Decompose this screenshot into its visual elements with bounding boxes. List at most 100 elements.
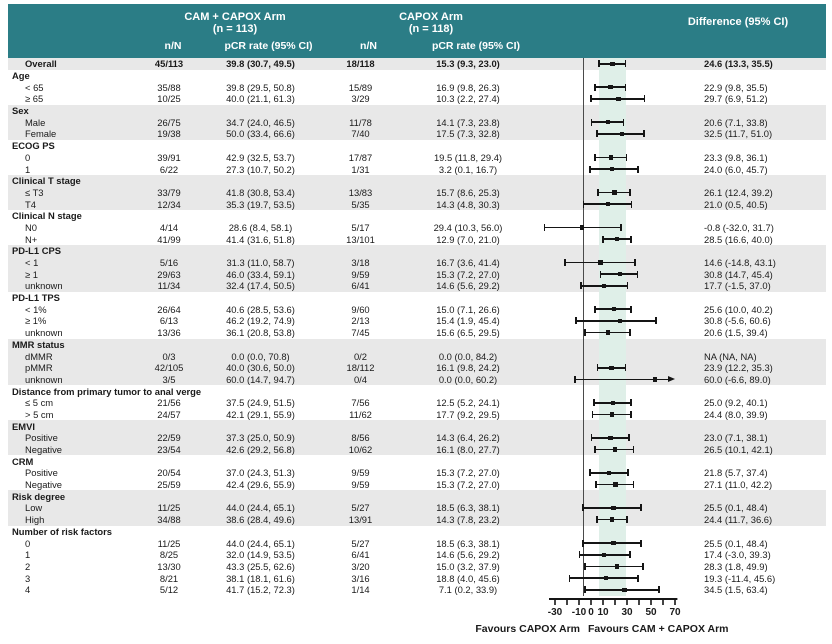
zero-reference-line bbox=[582, 139, 584, 152]
arm2-nN-value: 13/83 bbox=[348, 186, 373, 198]
ci-upper-cap bbox=[643, 130, 645, 138]
arm2-nN-value: 2/13 bbox=[351, 315, 370, 327]
forest-plot-cell bbox=[538, 338, 678, 351]
ci-lower-cap bbox=[578, 551, 581, 559]
forest-plot-cell bbox=[538, 315, 678, 327]
arm2-pcr-value: 12.5 (5.2, 24.1) bbox=[436, 397, 500, 409]
subgroup-row: Positive 20/54 37.0 (24.3, 51.3) 9/59 15.3 (… bbox=[8, 467, 826, 479]
group-header-row: ECOG PS bbox=[8, 139, 826, 152]
zero-reference-line bbox=[582, 513, 584, 526]
ci-upper-cap bbox=[626, 516, 628, 524]
group-label: PD-L1 CPS bbox=[12, 245, 61, 257]
arm2-pcr-value: 18.5 (6.3, 38.1) bbox=[436, 502, 500, 514]
ci-lower-cap bbox=[590, 95, 593, 103]
group-header-row: PD-L1 TPS bbox=[8, 291, 826, 304]
arm2-pcr-value: 15.0 (7.1, 26.6) bbox=[436, 303, 500, 315]
group-header-row: Age bbox=[8, 69, 826, 82]
ci-lower-cap bbox=[594, 305, 596, 313]
overall-ci-band bbox=[598, 174, 626, 187]
group-label: Clinical N stage bbox=[12, 210, 82, 222]
arm1-pcr-value: 34.7 (24.0, 46.5) bbox=[226, 116, 295, 128]
subgroup-row: Negative 23/54 42.6 (29.2, 56.8) 10/62 16.1 … bbox=[8, 443, 826, 456]
arm2-pcr-value: 15.3 (7.2, 27.0) bbox=[436, 467, 500, 479]
point-estimate-marker bbox=[612, 447, 617, 452]
ci-lower-cap bbox=[580, 282, 582, 290]
group-header-row: EMVI bbox=[8, 420, 826, 432]
forest-plot-cell bbox=[538, 490, 678, 503]
subgroup-row: N0 4/14 28.6 (8.4, 58.1) 5/17 29.4 (10.3, 56… bbox=[8, 221, 826, 234]
subgroup-row: Low 11/25 44.0 (24.4, 65.1) 5/27 18.5 (6.3, … bbox=[8, 502, 826, 514]
point-estimate-marker bbox=[606, 201, 611, 207]
zero-reference-line bbox=[582, 151, 584, 164]
subgroup-row: ≤ T3 33/79 41.8 (30.8, 53.4) 13/83 15.7 (8.6… bbox=[8, 186, 826, 199]
x-axis-tick-label: -30 bbox=[547, 607, 563, 618]
group-header-row: Clinical N stage bbox=[8, 209, 826, 222]
ci-upper-cap bbox=[630, 200, 633, 208]
forest-table-body: Overall 45/113 39.8 (30.7, 49.5) 18/118 15.3… bbox=[8, 58, 826, 596]
arm1-nN-value: 25/59 bbox=[157, 479, 181, 491]
forest-plot-cell bbox=[538, 58, 678, 70]
arm2-pcr-value: 0.0 (0.0, 60.2) bbox=[438, 373, 498, 385]
subgroup-row: ≥ 65 10/25 40.0 (21.1, 61.3) 3/29 10.3 (2.2,… bbox=[8, 93, 826, 105]
arm2-nN-value: 7/56 bbox=[351, 397, 370, 409]
forest-plot-cell bbox=[538, 139, 678, 152]
zero-reference-line bbox=[582, 268, 584, 281]
table-header-banner: CAM + CAPOX Arm (n = 113) CAPOX Arm (n =… bbox=[8, 4, 826, 58]
point-estimate-marker bbox=[608, 85, 613, 90]
arm1-nN-value: 13/36 bbox=[157, 327, 181, 339]
zero-reference-line bbox=[582, 174, 584, 187]
arm2-header: CAPOX Arm (n = 118) bbox=[331, 11, 531, 35]
arm2-nN-value: 5/27 bbox=[351, 502, 370, 514]
arm2-pcr-value: 12.9 (7.0, 21.0) bbox=[436, 233, 500, 245]
overall-ci-band bbox=[598, 291, 626, 304]
group-label: Sex bbox=[12, 105, 29, 117]
subgroup-label: Negative bbox=[25, 479, 63, 491]
subgroup-row: unknown 3/5 60.0 (14.7, 94.7) 0/4 0.0 (0.0, … bbox=[8, 373, 826, 386]
arm1-nN-value: 8/21 bbox=[159, 572, 179, 584]
group-header-row: Number of risk factors bbox=[8, 525, 826, 538]
group-header-row: Risk degree bbox=[8, 490, 826, 503]
forest-plot-cell bbox=[538, 128, 678, 140]
ci-upper-cap bbox=[624, 83, 627, 91]
arm1-pcr-value: 42.9 (32.5, 53.7) bbox=[226, 151, 295, 163]
favours-right-label: Favours CAM + CAPOX Arm bbox=[588, 623, 729, 635]
difference-value: 22.9 (9.8, 35.5) bbox=[704, 81, 768, 93]
point-estimate-marker bbox=[617, 272, 623, 277]
forest-plot-cell bbox=[538, 221, 678, 234]
difference-value: NA (NA, NA) bbox=[704, 350, 757, 362]
ci-upper-cap bbox=[624, 364, 627, 372]
arm1-pcr-value: 35.3 (19.7, 53.5) bbox=[226, 198, 295, 210]
ci-upper-cap bbox=[627, 469, 629, 477]
forest-plot-cell bbox=[538, 443, 678, 456]
difference-value: 24.4 (8.0, 39.9) bbox=[704, 408, 768, 420]
arm2-nN-value: 5/35 bbox=[351, 198, 370, 210]
arm1-pcr-value: 28.6 (8.4, 58.1) bbox=[228, 221, 293, 233]
ci-line bbox=[576, 320, 656, 322]
arm1-nN-value: 33/79 bbox=[157, 186, 181, 198]
arm1-pcr-value: 31.3 (11.0, 58.7) bbox=[226, 257, 295, 269]
subgroup-label: < 65 bbox=[25, 81, 44, 93]
point-estimate-marker bbox=[598, 260, 603, 265]
forest-plot-cell bbox=[538, 537, 678, 549]
zero-reference-line bbox=[582, 490, 584, 503]
ci-upper-cap bbox=[636, 270, 639, 278]
group-label: Risk degree bbox=[12, 490, 66, 502]
arm2-pcr-value: 15.3 (9.3, 23.0) bbox=[436, 58, 500, 70]
overall-ci-band bbox=[598, 350, 626, 362]
subgroup-row: 0 39/91 42.9 (32.5, 53.7) 17/87 19.5 (11.8, … bbox=[8, 151, 826, 164]
subgroup-row: < 1% 26/64 40.6 (28.5, 53.6) 9/60 15.0 (7.1,… bbox=[8, 303, 826, 316]
zero-reference-line bbox=[582, 245, 584, 257]
arm1-pcr-value: 39.8 (29.5, 50.8) bbox=[226, 81, 295, 93]
subgroup-row: unknown 13/36 36.1 (20.8, 53.8) 7/45 15.6 (6… bbox=[8, 326, 826, 339]
difference-value: 24.4 (11.7, 36.6) bbox=[704, 514, 773, 526]
subgroup-row: dMMR 0/3 0.0 (0.0, 70.8) 0/2 0.0 (0.0, 84.2)… bbox=[8, 350, 826, 362]
x-axis-line bbox=[549, 598, 678, 605]
point-estimate-marker bbox=[610, 400, 616, 405]
arm1-pcr-value: 41.8 (30.8, 53.4) bbox=[226, 186, 295, 198]
arm1-pcr-value: 44.0 (24.4, 65.1) bbox=[226, 537, 295, 549]
point-estimate-marker bbox=[608, 155, 614, 160]
zero-reference-line bbox=[582, 338, 584, 351]
subgroup-label: ≤ 5 cm bbox=[25, 397, 54, 409]
difference-value: 24.6 (13.3, 35.5) bbox=[704, 58, 773, 70]
subgroup-row: 1 6/22 27.3 (10.7, 50.2) 1/31 3.2 (0.1, 16.7… bbox=[8, 163, 826, 175]
